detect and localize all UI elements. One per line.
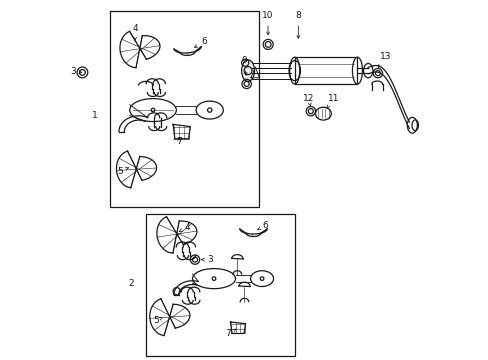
Text: 5: 5 [117, 167, 128, 176]
Text: 8: 8 [295, 11, 301, 38]
Text: 4: 4 [132, 24, 138, 40]
Ellipse shape [241, 60, 254, 81]
Text: 1: 1 [92, 111, 97, 120]
Bar [294, 57, 357, 84]
Bar [145, 214, 294, 356]
Text: 9: 9 [241, 57, 246, 75]
Text: 2: 2 [128, 279, 133, 288]
Text: 4: 4 [179, 223, 189, 232]
Text: 3: 3 [201, 255, 213, 264]
Text: 6: 6 [194, 37, 207, 48]
Text: 11: 11 [326, 94, 339, 108]
Bar [110, 12, 258, 207]
Text: 7: 7 [225, 329, 236, 338]
Text: 13: 13 [378, 52, 391, 67]
Text: 5: 5 [153, 316, 162, 325]
Text: 3: 3 [70, 67, 81, 76]
Text: 6: 6 [257, 221, 267, 230]
Text: 7: 7 [176, 137, 182, 146]
Text: 12: 12 [302, 94, 313, 106]
Text: 10: 10 [262, 11, 273, 35]
